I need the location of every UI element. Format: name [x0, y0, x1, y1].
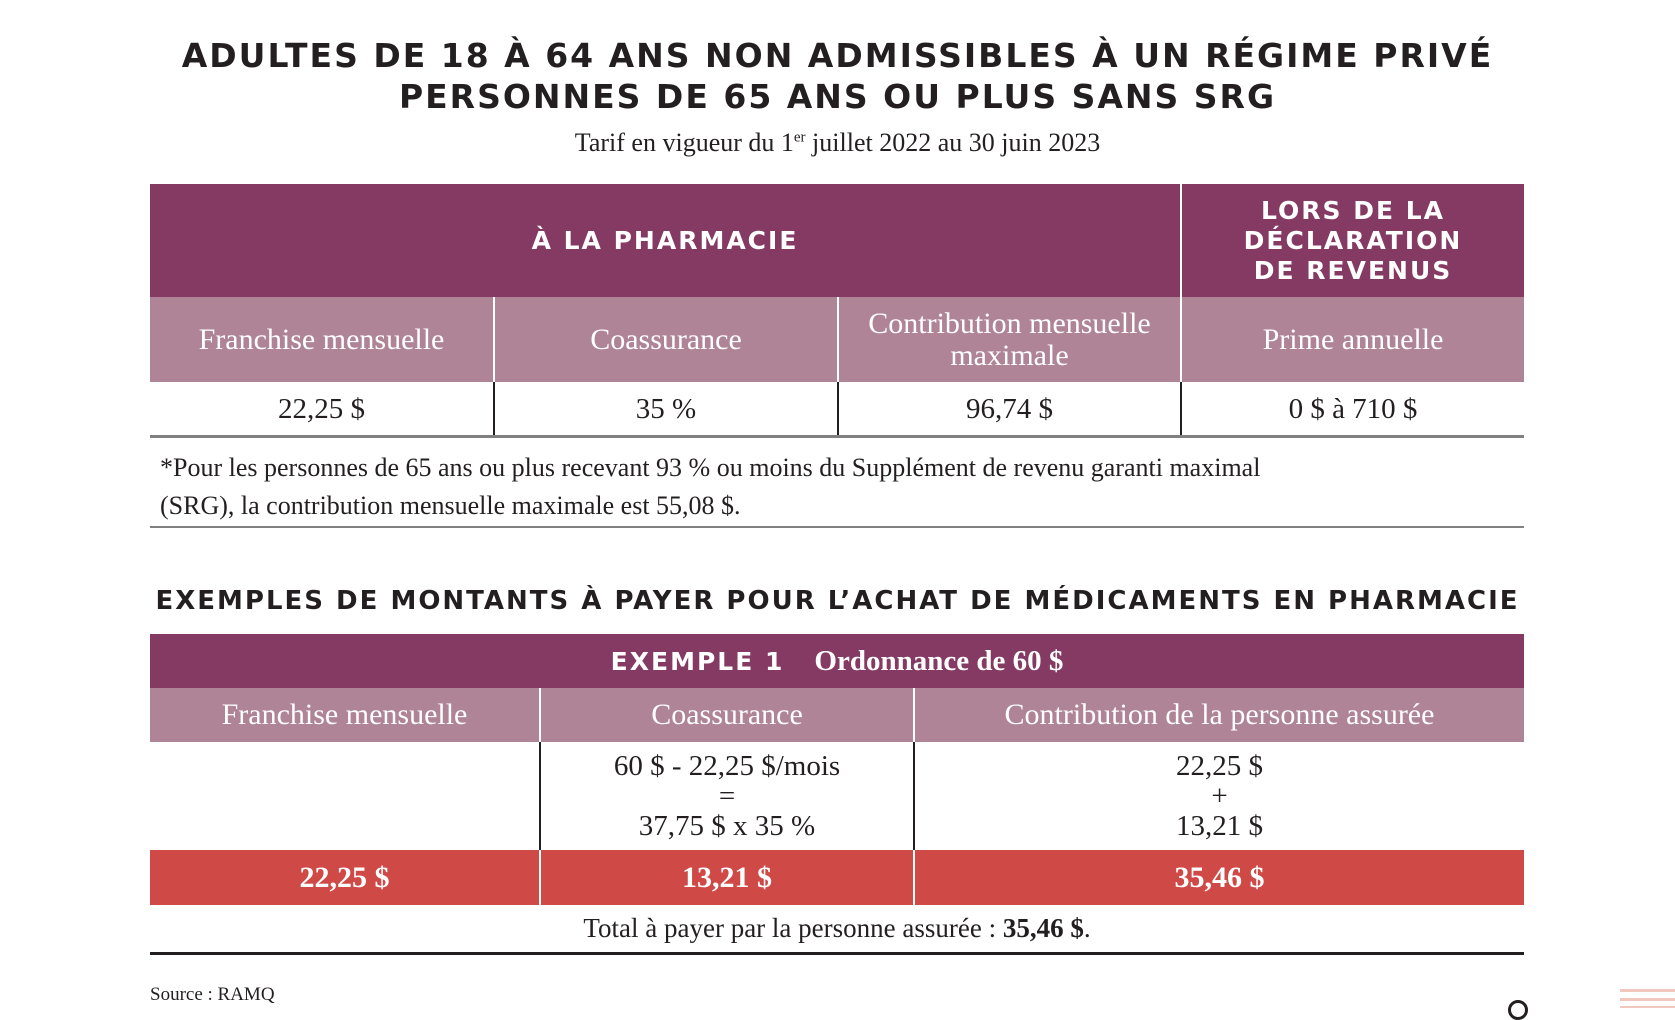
group-header-tax-line: DÉCLARATION — [1243, 225, 1463, 255]
group-header-tax-line: LORS DE LA — [1260, 195, 1446, 225]
value-prime: 0 $ à 710 $ — [1288, 392, 1418, 425]
section-title: EXEMPLES DE MONTANTS À PAYER POUR L’ACHA… — [155, 586, 1520, 616]
divider — [150, 952, 1524, 955]
result-contribution: 35,46 $ — [915, 850, 1524, 905]
group-header-pharmacy: À LA PHARMACIE — [150, 184, 1180, 297]
divider — [150, 435, 1524, 438]
page-title-line2: PERSONNES DE 65 ANS OU PLUS SANS SRG — [398, 77, 1277, 116]
example-label: EXEMPLE 1 — [610, 646, 785, 676]
group-header-tax: LORS DE LA DÉCLARATION DE REVENUS — [1182, 184, 1524, 297]
calc-line: 13,21 $ — [1176, 810, 1263, 842]
page-subtitle: Tarif en vigueur du 1er juillet 2022 au … — [0, 128, 1675, 158]
value-franchise: 22,25 $ — [278, 392, 365, 425]
decorative-stripe — [1620, 989, 1675, 992]
header-contribution: Contribution mensuelle maximale — [839, 297, 1180, 382]
calc-line: + — [1211, 780, 1228, 812]
result-franchise: 22,25 $ — [150, 850, 539, 905]
group-header-tax-line: DE REVENUS — [1253, 255, 1453, 285]
value-contribution: 96,74 $ — [966, 392, 1053, 425]
calc-line: = — [718, 780, 736, 812]
calc-coassurance: 60 $ - 22,25 $/mois = 37,75 $ x 35 % — [541, 742, 913, 850]
calc-contribution: 22,25 $ + 13,21 $ — [915, 742, 1524, 850]
ex-header-contribution: Contribution de la personne assurée — [915, 688, 1524, 742]
calc-line: 60 $ - 22,25 $/mois — [613, 750, 841, 782]
footnote-line: (SRG), la contribution mensuelle maximal… — [160, 491, 741, 520]
example-desc: Ordonnance de 60 $ — [814, 644, 1064, 677]
ex-header-coassurance: Coassurance — [541, 688, 913, 742]
source-note: Source : RAMQ — [150, 984, 275, 1005]
subtitle-text-end: juillet 2022 au 30 juin 2023 — [805, 128, 1101, 157]
value-coassurance: 35 % — [635, 392, 697, 425]
divider — [150, 526, 1524, 528]
decorative-stripe — [1620, 1006, 1675, 1008]
total-line: Total à payer par la personne assurée : … — [150, 913, 1524, 944]
page-number-fragment — [1508, 1000, 1528, 1020]
header-prime: Prime annuelle — [1182, 297, 1524, 382]
page-title-line1: ADULTES DE 18 À 64 ANS NON ADMISSIBLES À… — [181, 36, 1494, 75]
ex-header-franchise: Franchise mensuelle — [150, 688, 539, 742]
subtitle-text: Tarif en vigueur du 1 — [574, 128, 794, 157]
total-end: . — [1083, 913, 1091, 943]
decorative-stripe — [1620, 998, 1675, 1001]
subtitle-sup: er — [793, 129, 806, 146]
header-coassurance: Coassurance — [495, 297, 837, 382]
footnote-line: *Pour les personnes de 65 ans ou plus re… — [160, 453, 1261, 482]
header-franchise: Franchise mensuelle — [150, 297, 493, 382]
footnote: *Pour les personnes de 65 ans ou plus re… — [160, 449, 1260, 525]
total-text: Total à payer par la personne assurée : — [583, 913, 1003, 943]
result-coassurance: 13,21 $ — [541, 850, 913, 905]
calc-line: 37,75 $ x 35 % — [638, 810, 816, 842]
total-value: 35,46 $ — [1002, 913, 1084, 943]
example-header: EXEMPLE 1 Ordonnance de 60 $ — [150, 634, 1524, 688]
calc-line: 22,25 $ — [1176, 750, 1263, 782]
